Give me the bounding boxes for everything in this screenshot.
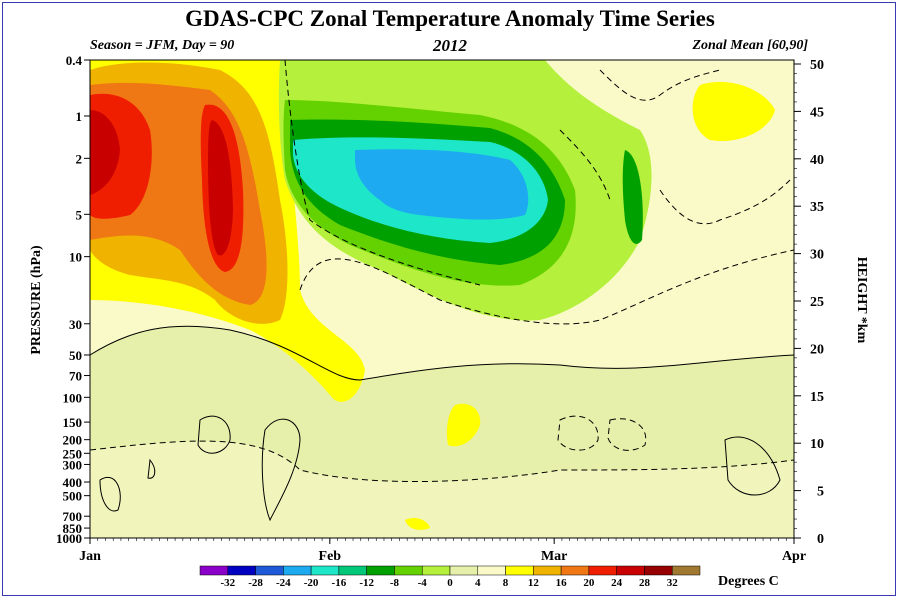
colorbar-tick-label: -16 (332, 577, 347, 589)
colorbar-swatch (394, 565, 423, 576)
colorbar-swatch (449, 565, 479, 576)
y-tick-label-left: 1 (76, 109, 83, 124)
colorbar-tick-label: 24 (611, 577, 623, 589)
x-axis: Jan Feb Mar Apr (79, 538, 806, 564)
y-tick-label-right: 50 (810, 58, 824, 73)
colorbar-swatch (338, 565, 367, 576)
y-tick-label-left: 50 (69, 348, 82, 363)
region-positive-4-apr (692, 81, 775, 141)
colorbar-tick-label: 28 (639, 577, 651, 589)
x-tick-label: Feb (319, 549, 342, 564)
plot-area (89, 59, 795, 538)
y-tick-label-right: 25 (810, 295, 824, 310)
colorbar-tick-label: -32 (220, 577, 235, 589)
colorbar-tick-label: -24 (276, 577, 291, 589)
y-tick-label-left: 5 (76, 207, 83, 222)
y-axis-height: 0 5 10 15 20 25 30 35 40 45 50 (794, 58, 824, 547)
colorbar-swatch (310, 565, 340, 576)
colorbar-tick-label: 0 (447, 577, 453, 589)
chart-title: GDAS-CPC Zonal Temperature Anomaly Time … (185, 6, 715, 31)
region-positive-20-a (90, 110, 120, 195)
x-tick-label: Mar (541, 549, 567, 564)
colorbar-tick-label: 20 (583, 577, 595, 589)
subtitle-season: Season = JFM, Day = 90 (90, 38, 235, 53)
y-tick-label-left: 850 (63, 521, 83, 536)
colorbar-swatch (255, 565, 284, 576)
y-tick-label-left: 1000 (56, 531, 82, 546)
region-neutral-lower (90, 441, 794, 538)
colorbar: -32 -28 -24 -20 -16 -12 -8 -4 0 4 8 12 16 20 24 28 32 (199, 565, 701, 589)
colorbar-tick-label: -12 (359, 577, 374, 589)
colorbar-swatch (616, 565, 645, 576)
colorbar-swatch (199, 565, 229, 576)
y-tick-label-right: 10 (810, 437, 824, 452)
y-tick-label-right: 40 (810, 153, 824, 168)
y-tick-label-right: 30 (810, 248, 824, 263)
colorbar-tick-label: -20 (304, 577, 319, 589)
y-tick-label-right: 15 (810, 390, 824, 405)
colorbar-swatch (283, 565, 312, 576)
subtitle-zonal-mean: Zonal Mean [60,90] (692, 38, 809, 53)
colorbar-swatch (505, 565, 534, 576)
y-tick-label-left: 200 (63, 433, 83, 448)
colorbar-swatch (477, 565, 506, 576)
colorbar-swatch (227, 565, 256, 576)
y-tick-label-left: 300 (63, 457, 83, 472)
colorbar-tick-label: 8 (503, 577, 509, 589)
y-tick-label-right: 35 (810, 200, 824, 215)
y-tick-label-left: 2 (76, 151, 83, 166)
colorbar-swatch (421, 565, 451, 576)
y-tick-label-left: 70 (69, 369, 82, 384)
x-tick-label: Apr (782, 549, 806, 564)
colorbar-swatch (533, 565, 562, 576)
y-tick-label-left: 100 (63, 390, 83, 405)
colorbar-tick-label: 32 (667, 577, 679, 589)
region-negative-20 (355, 149, 529, 220)
y-tick-label-left: 30 (69, 317, 82, 332)
y-axis-label-left: PRESSURE (hPa) (29, 245, 44, 355)
region-positive-20-b (208, 120, 233, 256)
y-tick-label-right: 45 (810, 105, 824, 120)
y-axis-label-right: HEIGHT *km (854, 257, 869, 344)
colorbar-tick-label: -4 (418, 577, 428, 589)
colorbar-swatch (588, 565, 617, 576)
y-tick-label-left: 0.4 (66, 53, 83, 68)
contour-lines (89, 59, 795, 522)
y-tick-label-left: 700 (63, 509, 83, 524)
subtitle-year: 2012 (433, 36, 467, 55)
colorbar-tick-label: 16 (556, 577, 568, 589)
colorbar-tick-label: 4 (475, 577, 481, 589)
region-positive-4-low (405, 517, 430, 530)
y-tick-label-left: 500 (63, 489, 83, 504)
y-tick-label-right: 20 (810, 342, 824, 357)
colorbar-label: Degrees C (718, 574, 779, 589)
y-tick-label-left: 250 (63, 446, 83, 461)
colorbar-tick-label: 12 (528, 577, 540, 589)
y-tick-label-left: 10 (69, 250, 82, 265)
colorbar-swatch (560, 565, 590, 576)
y-tick-label-left: 150 (63, 415, 83, 430)
region-negative-12-mar (622, 150, 643, 244)
colorbar-tick-label: -28 (248, 577, 263, 589)
colorbar-swatch (671, 565, 701, 576)
colorbar-swatch (644, 565, 673, 576)
region-positive-4-mid (446, 403, 481, 447)
y-tick-label-right: 5 (817, 485, 824, 500)
x-tick-label: Jan (79, 549, 101, 564)
colorbar-swatch (366, 565, 395, 576)
colorbar-tick-label: -8 (390, 577, 400, 589)
y-tick-label-right: 0 (817, 532, 824, 547)
y-tick-label-left: 400 (63, 475, 83, 490)
plot-border (89, 59, 795, 539)
